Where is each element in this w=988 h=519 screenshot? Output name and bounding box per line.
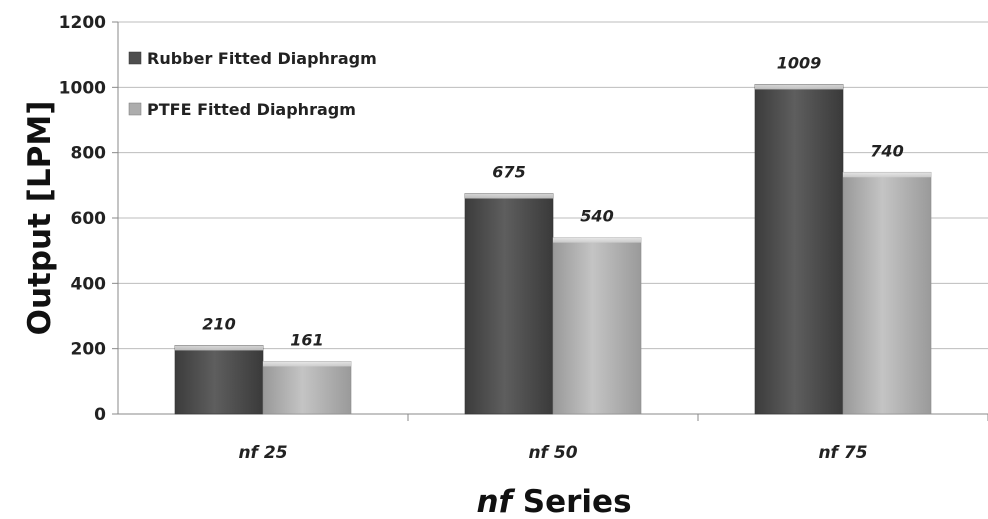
- bar-highlight: [465, 193, 553, 199]
- data-label: 1009: [777, 53, 822, 72]
- x-tick-label: nf 25: [238, 443, 287, 463]
- legend-label-rubber: Rubber Fitted Diaphragm: [147, 49, 377, 68]
- x-axis-title-rest: Series: [512, 484, 632, 519]
- x-tick-label: nf 75: [818, 443, 867, 463]
- bar-highlight: [553, 237, 641, 243]
- y-tick-label: 800: [71, 144, 107, 164]
- data-label: 210: [202, 314, 235, 333]
- data-label: 740: [870, 141, 903, 160]
- x-tick-label: nf 50: [528, 443, 577, 463]
- data-labels: 210 161 675 540 1009 740: [202, 53, 903, 349]
- legend-swatch-rubber: [128, 51, 142, 65]
- bar-highlight: [755, 84, 843, 90]
- y-tick-label: 400: [71, 274, 107, 294]
- y-tick-label: 1000: [59, 78, 106, 98]
- bar: [174, 345, 264, 415]
- data-label: 675: [492, 163, 525, 182]
- bar: [754, 84, 844, 415]
- y-tick-label: 600: [71, 209, 107, 229]
- bars: [174, 84, 932, 415]
- bar-highlight: [175, 345, 263, 351]
- bar: [552, 237, 642, 415]
- x-axis-title: nf Series: [476, 484, 631, 519]
- bar: [464, 193, 554, 415]
- legend-label-ptfe: PTFE Fitted Diaphragm: [147, 100, 356, 119]
- bar-highlight: [843, 172, 931, 178]
- x-axis-title-italic: nf: [476, 484, 515, 519]
- tick-labels: 0 200 400 600 800 1000 1200 nf 25 nf 50 nf 75: [59, 13, 868, 463]
- data-label: 540: [580, 207, 613, 226]
- legend-swatch-ptfe: [128, 102, 142, 116]
- legend: Rubber Fitted Diaphragm PTFE Fitted Diap…: [128, 49, 377, 119]
- y-tick-label: 0: [94, 405, 106, 425]
- bar: [842, 171, 932, 415]
- y-tick-label: 200: [71, 340, 107, 360]
- y-axis-title: Output [LPM]: [22, 101, 58, 336]
- y-tick-label: 1200: [59, 13, 106, 33]
- bar-highlight: [263, 361, 351, 367]
- bar: [262, 361, 352, 415]
- data-label: 161: [290, 330, 323, 349]
